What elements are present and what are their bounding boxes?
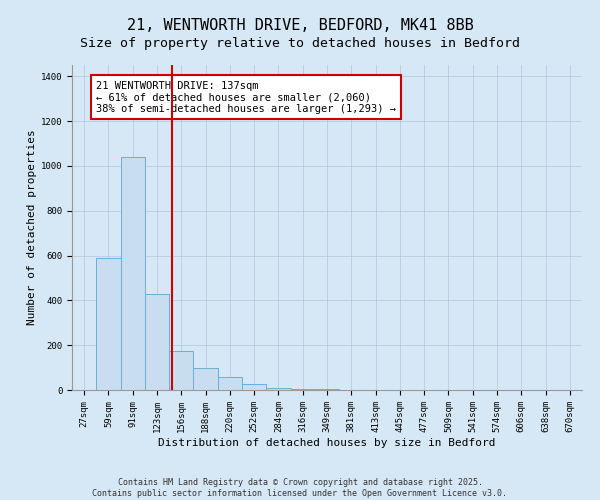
- Bar: [169, 351, 193, 390]
- Text: 21, WENTWORTH DRIVE, BEDFORD, MK41 8BB: 21, WENTWORTH DRIVE, BEDFORD, MK41 8BB: [127, 18, 473, 32]
- Bar: [96, 258, 121, 390]
- Bar: [266, 388, 290, 390]
- Text: 21 WENTWORTH DRIVE: 137sqm
← 61% of detached houses are smaller (2,060)
38% of s: 21 WENTWORTH DRIVE: 137sqm ← 61% of deta…: [96, 80, 396, 114]
- Bar: [242, 384, 266, 390]
- Bar: [290, 389, 315, 390]
- Bar: [193, 368, 218, 390]
- Text: Size of property relative to detached houses in Bedford: Size of property relative to detached ho…: [80, 38, 520, 51]
- Y-axis label: Number of detached properties: Number of detached properties: [26, 130, 37, 326]
- Bar: [121, 157, 145, 390]
- Text: Contains HM Land Registry data © Crown copyright and database right 2025.
Contai: Contains HM Land Registry data © Crown c…: [92, 478, 508, 498]
- Bar: [145, 294, 169, 390]
- Bar: [218, 376, 242, 390]
- X-axis label: Distribution of detached houses by size in Bedford: Distribution of detached houses by size …: [158, 438, 496, 448]
